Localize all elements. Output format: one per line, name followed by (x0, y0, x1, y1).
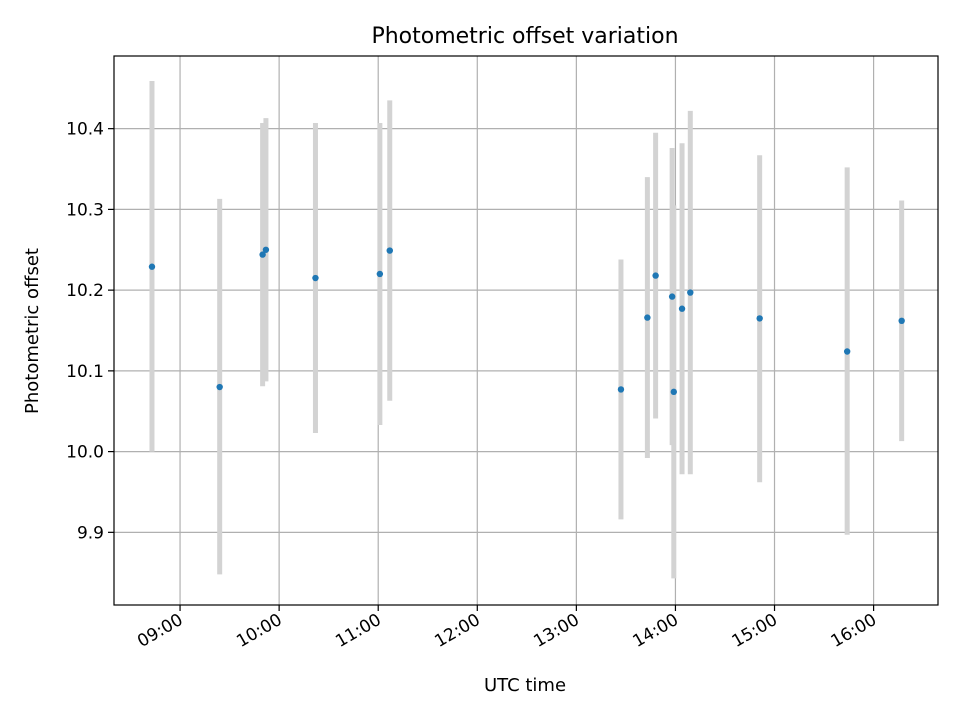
data-point (652, 272, 659, 279)
chart-title: Photometric offset variation (371, 24, 678, 49)
x-tick-label: 14:00 (630, 610, 682, 652)
x-tick-label: 15:00 (729, 610, 781, 652)
x-tick-label: 13:00 (530, 610, 582, 652)
data-point (376, 270, 384, 278)
error-bars (149, 81, 905, 579)
x-tick-label: 12:00 (431, 610, 483, 652)
data-point (148, 263, 156, 270)
data-point (843, 348, 851, 355)
data-point (898, 317, 905, 325)
data-point (386, 247, 393, 254)
y-tick-label: 10.2 (66, 281, 104, 301)
y-tick-label: 10.4 (66, 120, 104, 140)
data-point (668, 293, 676, 300)
y-tick-label: 9.9 (77, 523, 104, 543)
plot-frame (113, 55, 939, 606)
y-tick-label: 10.3 (66, 200, 104, 220)
x-tick-label: 10:00 (233, 610, 285, 652)
y-tick-label: 10.1 (66, 362, 104, 382)
x-tick-label: 11:00 (332, 610, 384, 652)
data-point (617, 386, 625, 393)
data-points (148, 246, 905, 396)
y-axis-ticks: 9.9 10.0 10.1 10.2 10.3 10.4 (66, 120, 114, 543)
y-axis-label: Photometric offset (22, 248, 43, 414)
data-point (259, 251, 266, 258)
data-point (644, 314, 651, 321)
data-point (756, 315, 763, 322)
data-point (216, 383, 223, 391)
data-point (312, 274, 319, 282)
x-tick-label: 16:00 (828, 610, 880, 652)
data-point (687, 289, 694, 296)
data-point (262, 246, 270, 253)
x-axis-label: UTC time (484, 675, 566, 696)
x-tick-label: 09:00 (134, 610, 186, 652)
data-point (670, 388, 677, 396)
x-axis-ticks: 09:00 10:00 11:00 12:00 13:00 14:00 15:00 16:00 (134, 605, 880, 652)
grid-lines (114, 56, 938, 605)
data-point (678, 305, 686, 312)
y-tick-label: 10.0 (66, 443, 104, 463)
